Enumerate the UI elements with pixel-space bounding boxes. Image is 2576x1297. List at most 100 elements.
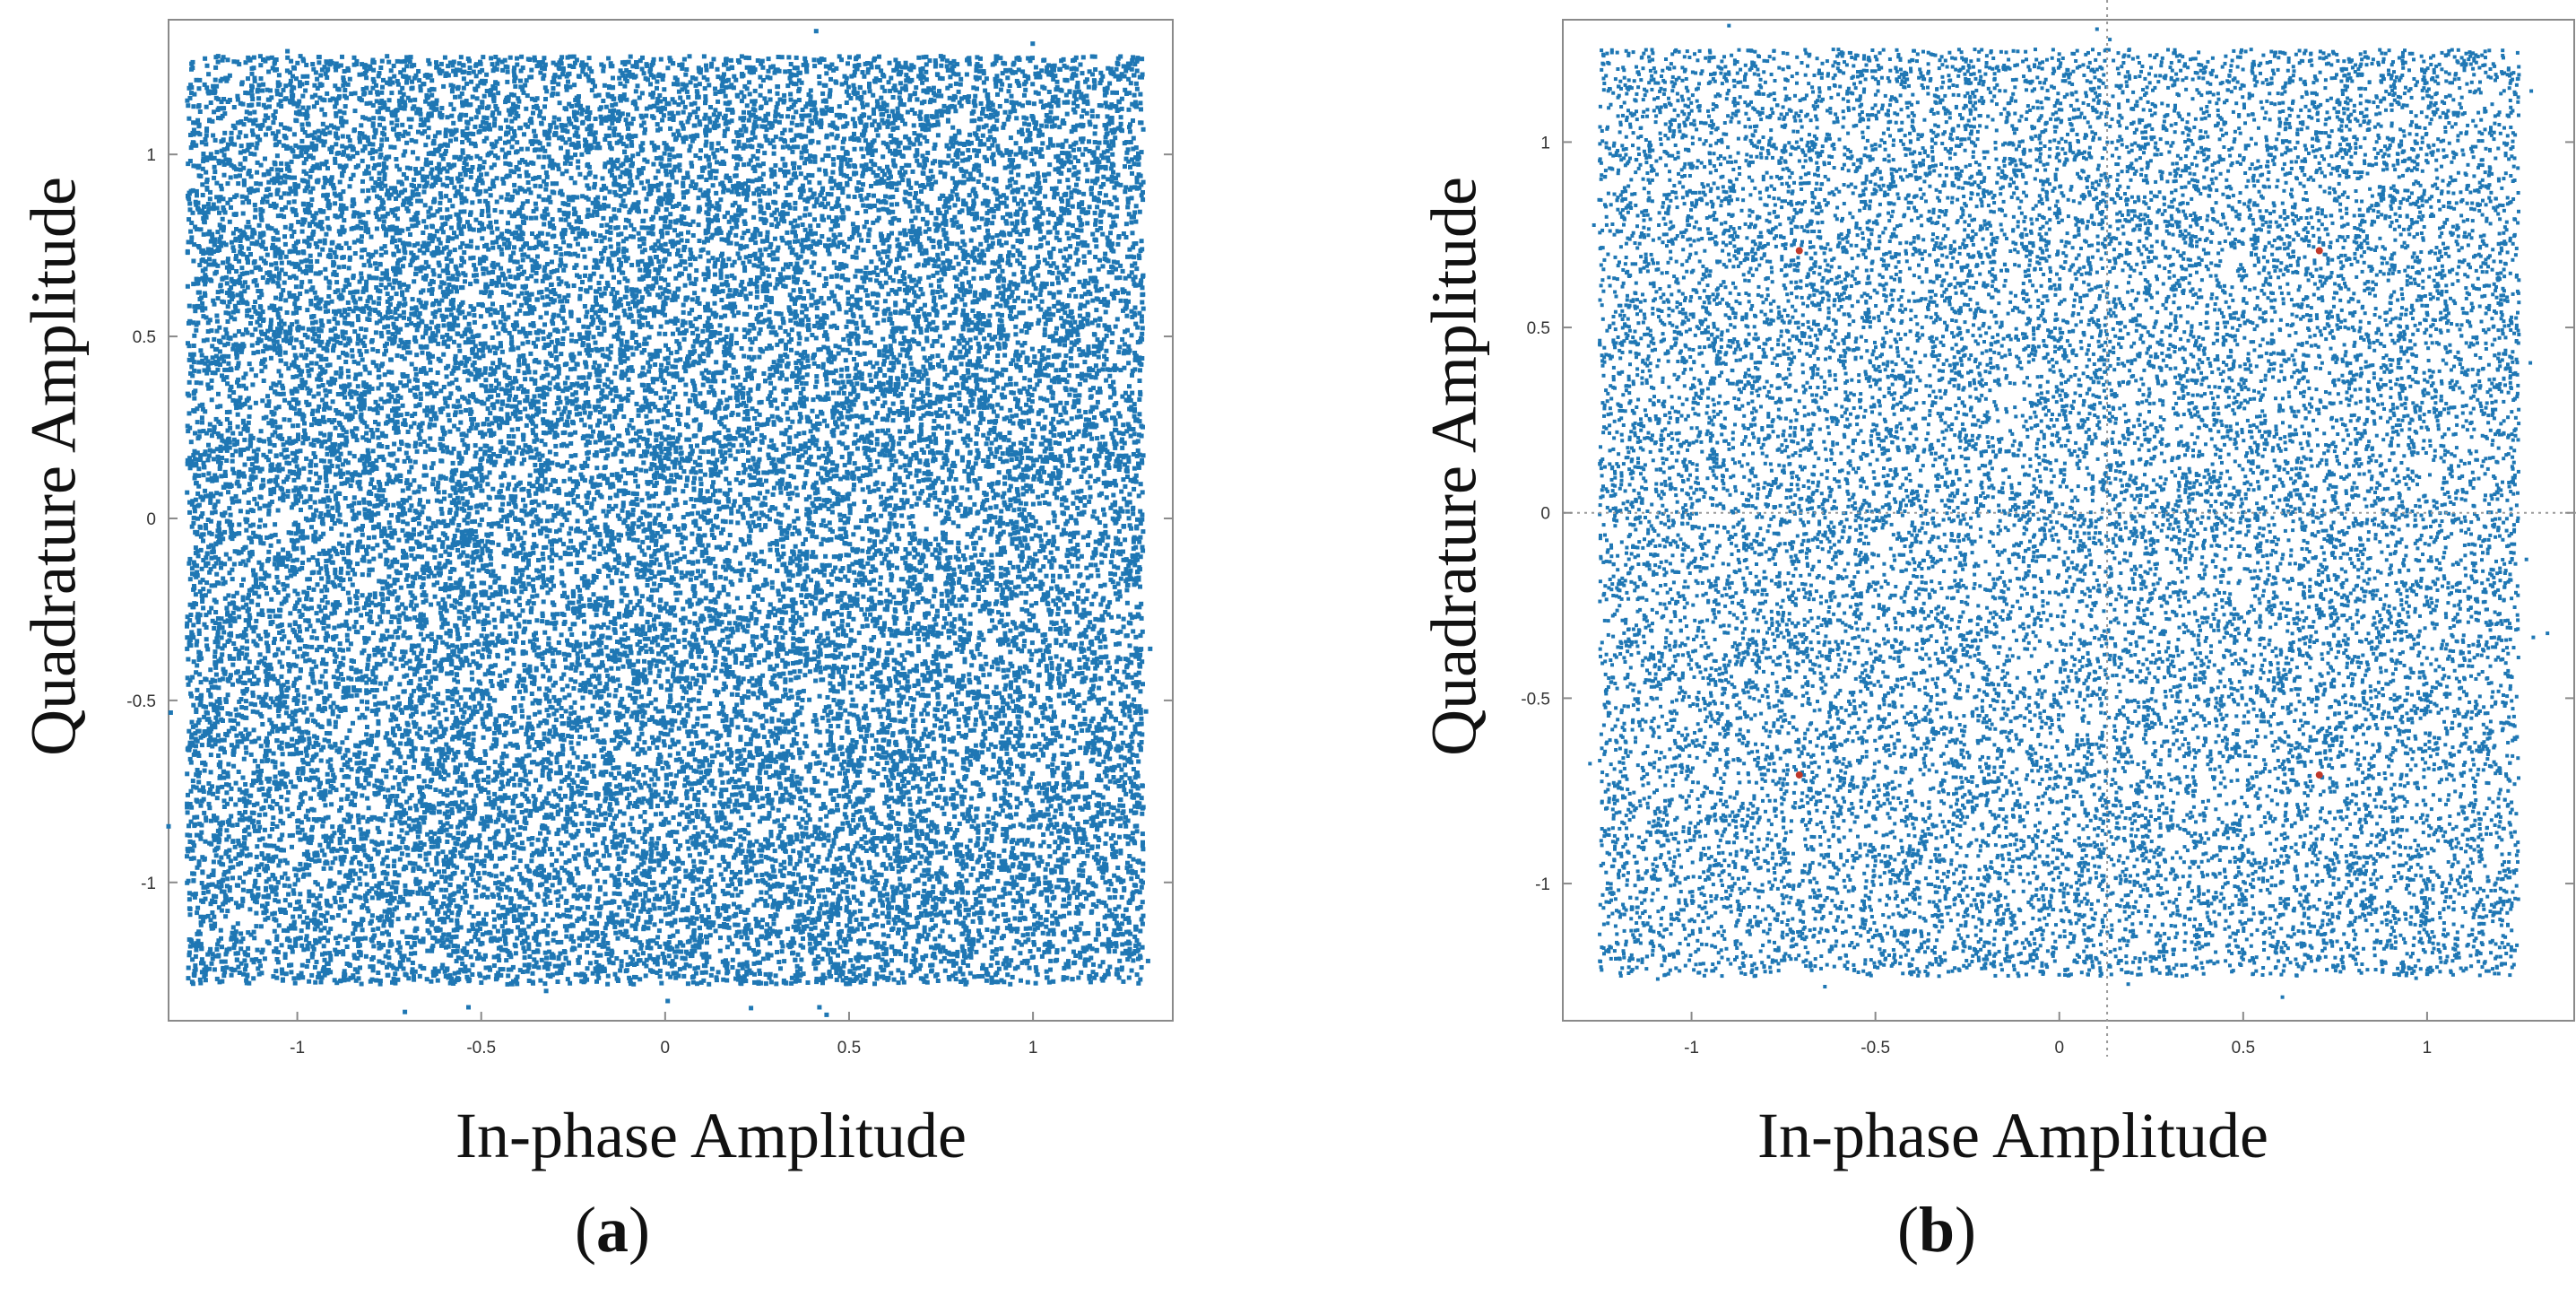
data-point <box>282 97 288 102</box>
data-point <box>673 590 679 596</box>
data-point <box>921 373 926 379</box>
data-point <box>600 387 605 393</box>
data-point <box>603 645 609 650</box>
data-point <box>768 979 774 985</box>
data-point <box>304 596 309 602</box>
data-point <box>514 566 519 571</box>
data-point <box>737 828 742 833</box>
data-point <box>522 132 526 137</box>
data-point <box>298 892 303 897</box>
data-point <box>1114 944 1119 949</box>
data-point <box>1059 218 1064 223</box>
data-point <box>496 805 501 811</box>
data-point <box>479 980 484 985</box>
data-point <box>234 883 239 888</box>
data-point <box>440 230 446 235</box>
data-point <box>526 558 531 563</box>
data-point <box>1001 902 1006 907</box>
data-point <box>395 723 401 728</box>
data-point <box>471 913 476 918</box>
data-point <box>325 166 330 171</box>
data-point <box>334 552 340 557</box>
data-point <box>468 141 473 146</box>
data-point <box>1081 831 1087 836</box>
data-point <box>386 564 392 570</box>
data-point <box>887 565 892 570</box>
data-point <box>581 777 586 782</box>
data-point <box>332 881 337 886</box>
data-point <box>568 367 573 372</box>
data-point <box>1033 752 1037 757</box>
data-point <box>278 373 283 379</box>
data-point <box>298 861 303 866</box>
data-point <box>899 399 905 405</box>
data-point <box>837 240 842 246</box>
data-point <box>383 686 388 692</box>
data-point <box>1036 254 1040 259</box>
data-point <box>200 268 205 274</box>
data-point <box>873 518 879 523</box>
data-point <box>1070 315 1075 320</box>
data-point <box>965 487 970 492</box>
data-point <box>542 867 546 873</box>
data-point <box>304 777 308 782</box>
data-point <box>943 668 949 674</box>
data-point <box>443 879 448 884</box>
data-point <box>817 693 822 699</box>
data-point <box>868 277 873 283</box>
data-point <box>950 586 955 591</box>
data-point <box>528 808 533 814</box>
data-point <box>498 357 502 362</box>
data-point <box>599 187 604 192</box>
data-point <box>273 876 278 882</box>
data-point <box>381 161 386 166</box>
data-point <box>718 268 724 274</box>
data-point <box>204 63 210 68</box>
data-point <box>942 364 947 370</box>
data-point <box>989 865 994 870</box>
data-point <box>281 547 286 553</box>
data-point <box>769 579 775 585</box>
data-point <box>481 724 487 729</box>
data-point <box>307 741 312 746</box>
data-point <box>370 76 376 82</box>
data-point <box>237 875 242 881</box>
data-point <box>611 287 616 292</box>
data-point <box>1092 415 1097 420</box>
data-point <box>333 900 338 905</box>
data-point <box>664 366 670 371</box>
data-point <box>405 456 411 460</box>
data-point <box>639 594 645 599</box>
data-point <box>654 941 659 946</box>
data-point <box>403 605 408 611</box>
data-point <box>385 871 390 876</box>
data-point <box>384 506 389 511</box>
data-point <box>551 658 556 664</box>
data-point <box>664 578 669 582</box>
data-point <box>846 84 851 90</box>
data-point <box>884 271 889 276</box>
data-point <box>689 134 694 139</box>
data-point <box>240 471 246 476</box>
data-point <box>352 967 358 972</box>
data-point <box>896 980 901 986</box>
data-point <box>285 48 291 54</box>
data-point <box>664 945 670 951</box>
data-point <box>339 412 344 417</box>
data-point <box>298 292 303 296</box>
data-point <box>481 778 486 782</box>
data-point <box>925 634 930 640</box>
data-point <box>985 176 991 181</box>
data-point <box>526 561 531 567</box>
data-point <box>795 223 800 229</box>
data-point <box>955 779 960 784</box>
data-point <box>195 436 201 441</box>
data-point <box>1034 558 1039 563</box>
data-point <box>1117 413 1123 419</box>
data-point <box>700 449 706 455</box>
data-point <box>299 369 305 374</box>
data-point <box>511 434 516 440</box>
data-point <box>1020 477 1026 483</box>
data-point <box>246 91 251 96</box>
